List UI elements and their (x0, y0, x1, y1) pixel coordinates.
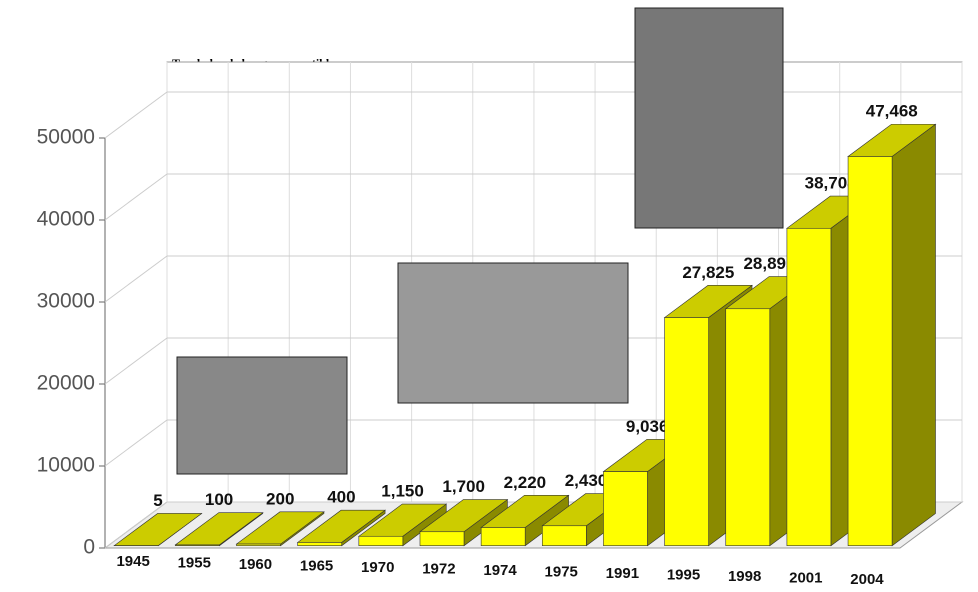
value-label: 27,825 (682, 263, 734, 282)
value-label: 1,700 (442, 477, 485, 496)
y-tick-label: 20000 (37, 372, 95, 395)
bar (726, 309, 770, 546)
bar-side (892, 124, 935, 545)
bar (542, 526, 586, 546)
bar (237, 544, 281, 546)
bar (787, 228, 831, 545)
bar (175, 545, 219, 546)
x-tick-label: 1970 (361, 559, 394, 576)
photo (177, 357, 347, 474)
bar (359, 536, 403, 545)
y-tick-label: 40000 (37, 208, 95, 231)
bar (603, 472, 647, 546)
value-label: 200 (266, 489, 294, 508)
value-label: 1,150 (381, 482, 424, 501)
bar (665, 318, 709, 546)
x-tick-label: 1975 (545, 563, 578, 580)
x-tick-label: 1955 (178, 554, 211, 571)
bar (420, 532, 464, 546)
bar (298, 542, 342, 545)
x-tick-label: 1965 (300, 557, 333, 574)
x-tick-label: 1991 (606, 565, 639, 582)
bar (848, 156, 892, 545)
grid-line (105, 174, 167, 220)
value-label: 9,036 (626, 417, 669, 436)
value-label: 47,468 (866, 102, 918, 121)
x-tick-label: 1972 (422, 560, 455, 577)
x-tick-label: 1960 (239, 556, 272, 573)
value-label: 400 (327, 488, 355, 507)
value-label: 2,220 (504, 473, 547, 492)
grid-line (105, 420, 167, 466)
x-tick-label: 1995 (667, 566, 700, 583)
photo (635, 8, 783, 228)
x-tick-label: 2001 (789, 569, 822, 586)
y-tick-label: 30000 (37, 290, 95, 313)
bar (481, 527, 525, 545)
value-label: 5 (153, 491, 162, 510)
x-tick-label: 1998 (728, 568, 761, 585)
grid-line (105, 338, 167, 384)
value-label: 100 (205, 490, 233, 509)
grid-line (105, 256, 167, 302)
photo (398, 263, 628, 403)
chart: Toneladas de hongos comestibles 01000020… (0, 0, 978, 592)
y-tick-label: 10000 (37, 454, 95, 477)
x-tick-label: 1974 (483, 562, 517, 579)
grid-line (105, 92, 167, 138)
y-tick-label: 0 (83, 536, 95, 559)
value-label: 2,430 (565, 471, 608, 490)
y-tick-label: 50000 (37, 126, 95, 149)
x-tick-label: 2004 (850, 571, 884, 588)
x-tick-label: 1945 (116, 553, 149, 570)
